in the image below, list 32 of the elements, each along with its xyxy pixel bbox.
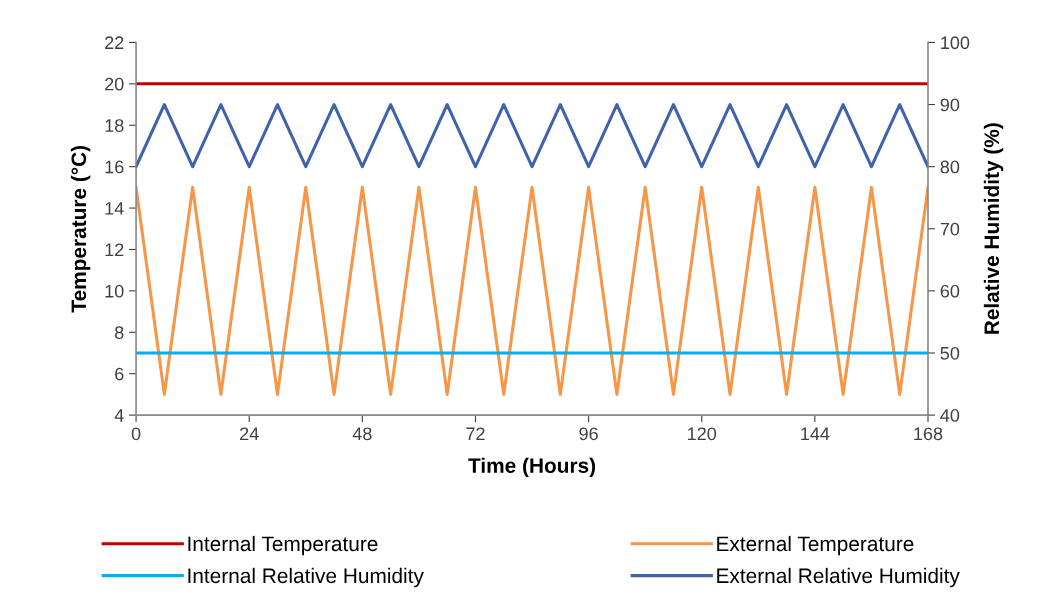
x-axis-title: Time (Hours) [468,457,596,478]
y-tick-label: 8 [115,326,124,340]
y-tick-label: 14 [105,202,124,215]
y-axis-title: Temperature (°C) [70,145,91,313]
x-tick-label: 120 [688,427,717,441]
legend-label: Internal Temperature [188,535,378,556]
y-tick-label: 16 [105,160,124,174]
x-tick-label: 0 [131,427,141,441]
x-tick-label: 168 [914,427,943,441]
x-tick-label: 72 [466,427,485,440]
y2-tick-label: 40 [940,409,960,422]
y-tick-label: 20 [105,77,124,91]
y-tick-label: 10 [105,284,124,298]
y2-axis-title: Relative Humidity (%) [983,123,1004,334]
legend-label: External Relative Humidity [717,567,960,588]
y-tick-label: 12 [105,243,124,257]
legend-label: External Temperature [717,535,914,556]
x-tick-label: 24 [240,427,259,440]
y2-tick-label: 50 [940,346,960,360]
x-tick-label: 96 [579,427,598,441]
x-tick-label: 48 [352,427,372,441]
y-tick-label: 18 [105,119,124,132]
x-tick-label: 144 [801,427,830,440]
y2-tick-label: 100 [941,36,970,50]
y2-tick-label: 90 [940,98,960,112]
y2-tick-label: 60 [940,284,960,298]
y2-tick-label: 80 [940,160,960,174]
y-tick-label: 6 [115,367,124,381]
y-tick-label: 22 [105,36,124,49]
y2-tick-label: 70 [940,222,960,236]
y-tick-label: 4 [114,409,124,422]
legend-label: Internal Relative Humidity [188,567,424,588]
